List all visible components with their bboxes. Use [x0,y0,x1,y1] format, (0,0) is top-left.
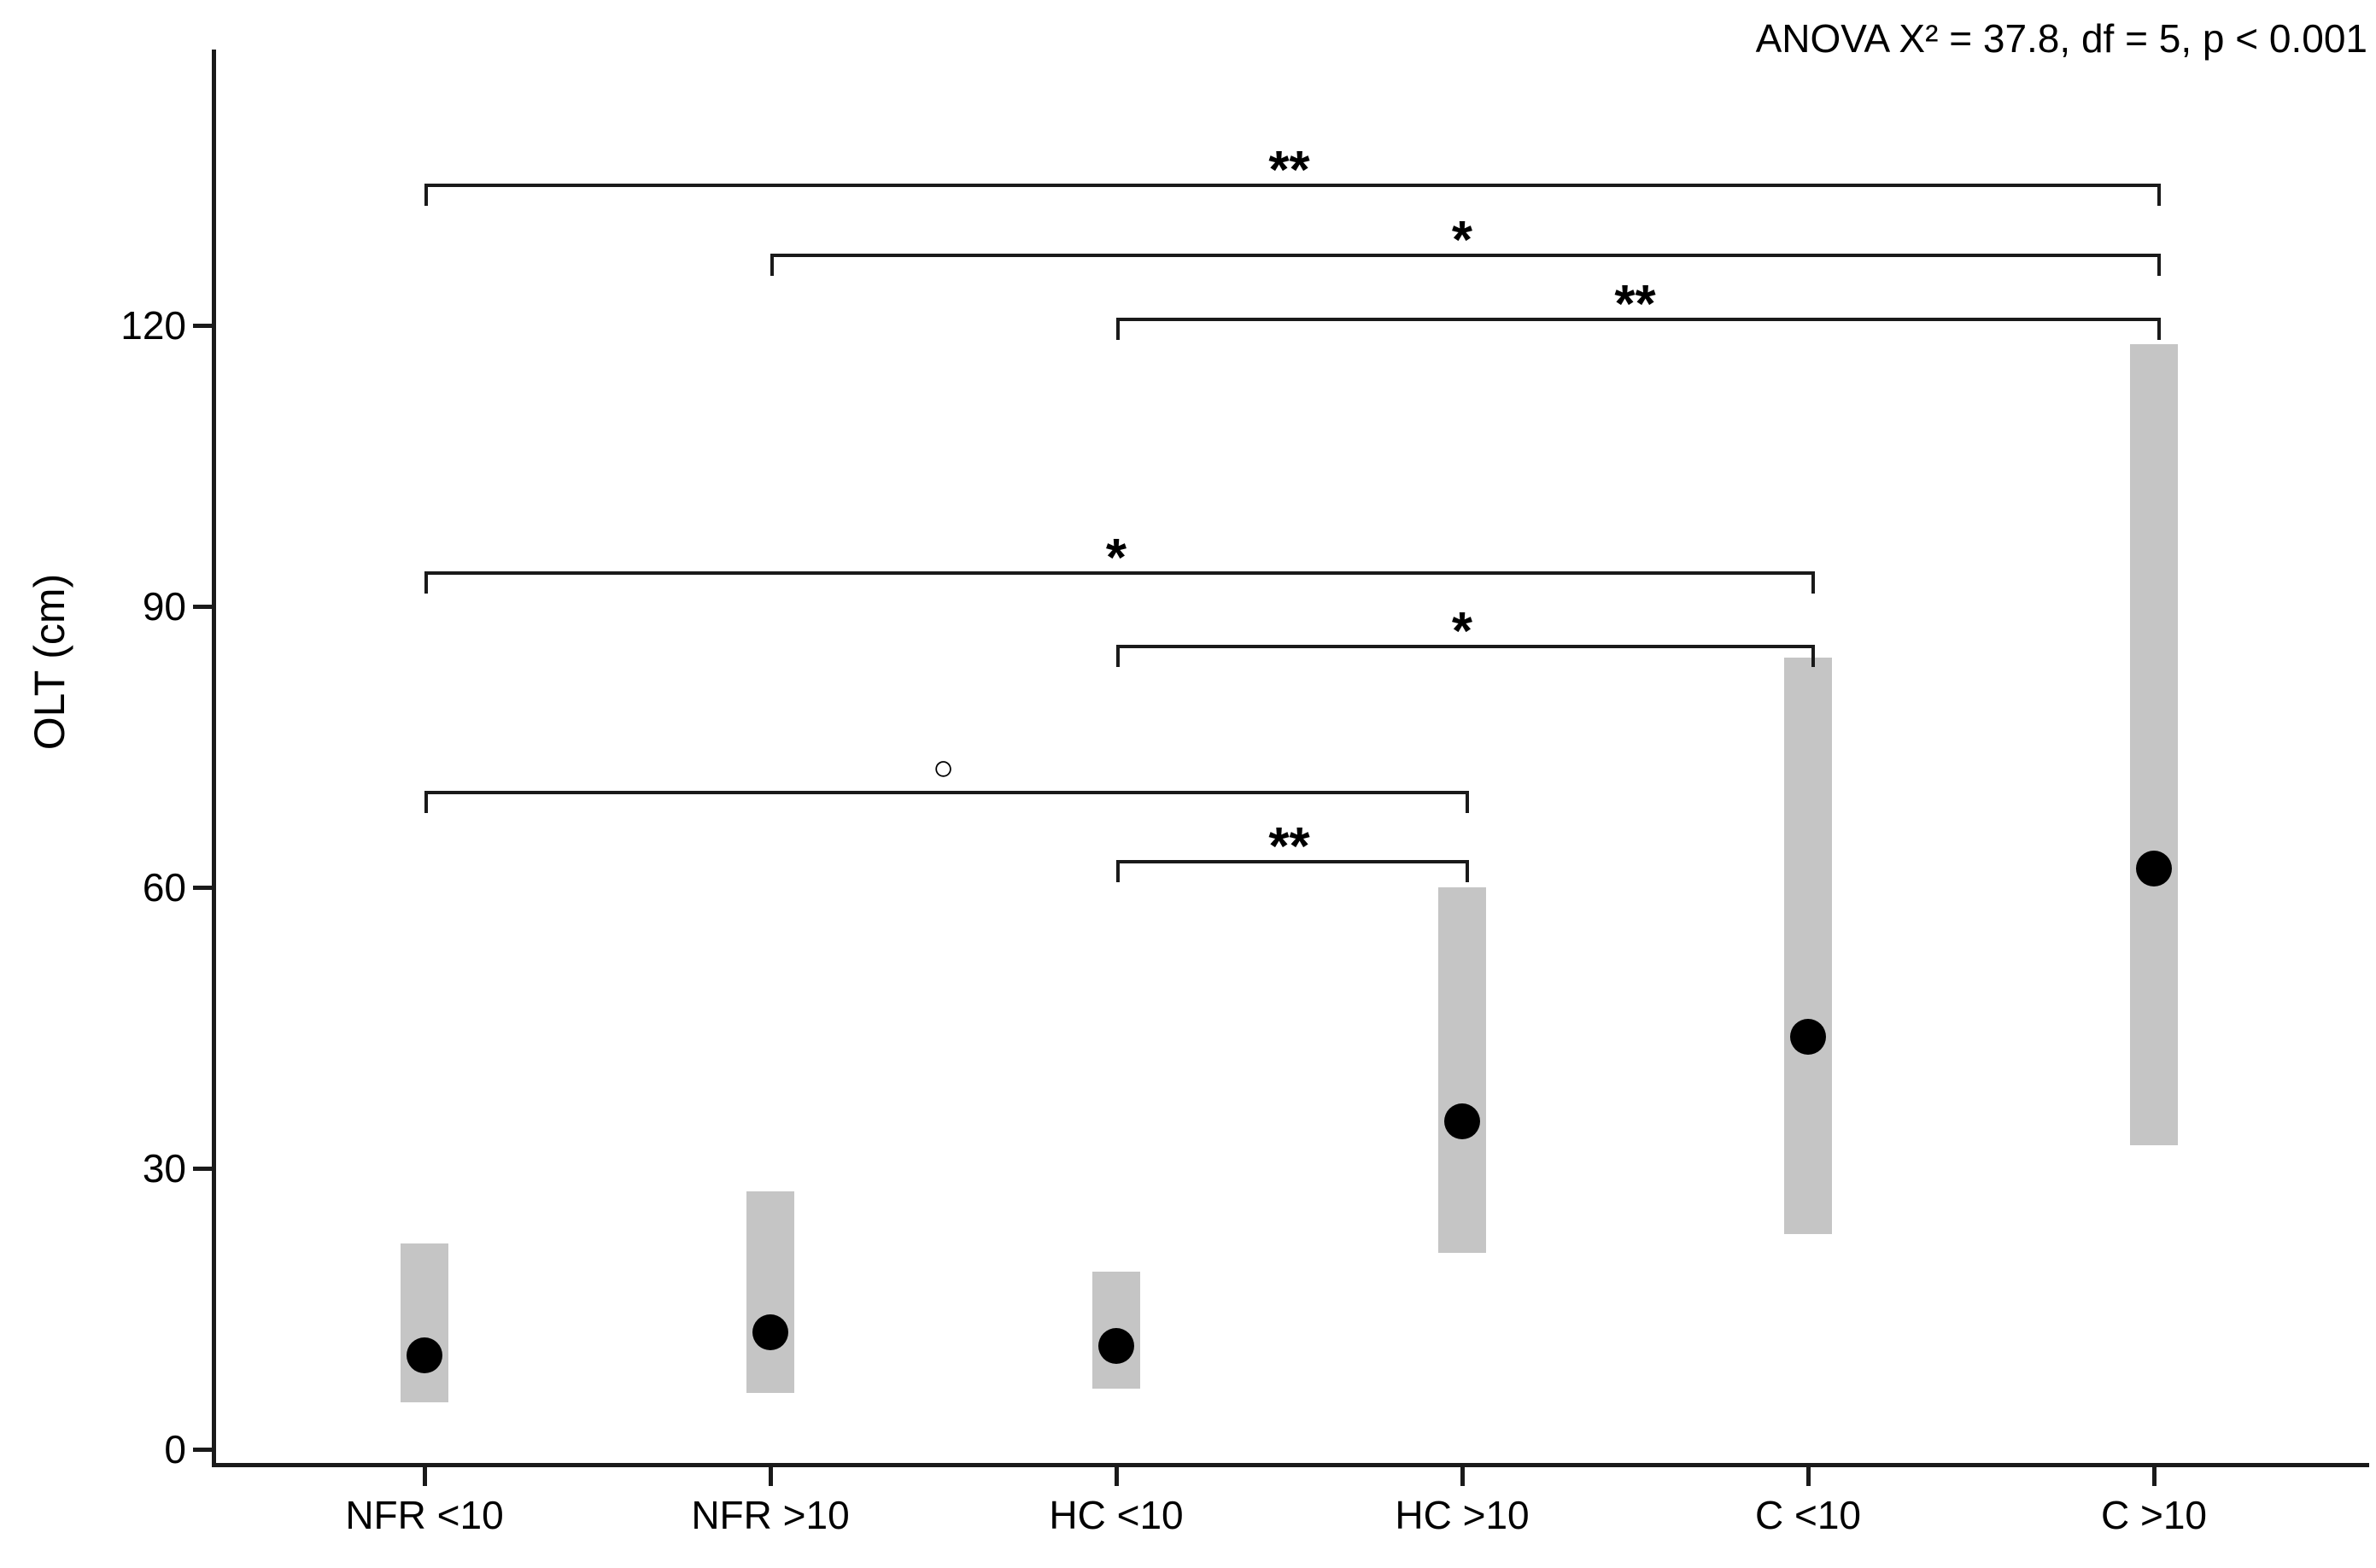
range-bar [1784,658,1832,1234]
bracket-label: ** [1268,141,1310,201]
range-bar [401,1243,448,1403]
median-dot [1098,1328,1134,1365]
y-tick-label: 120 [120,302,186,348]
bracket-label: ** [1614,275,1656,335]
median-dot [1444,1103,1480,1140]
y-tick-label: 60 [142,864,186,910]
significance-bracket [1116,318,2161,341]
bracket-label: * [1105,529,1127,588]
bracket-label: ** [1268,817,1310,877]
x-axis-line [212,1463,2369,1467]
x-tick [423,1467,427,1486]
anova-annotation: ANOVA X² = 37.8, df = 5, p < 0.001 [1755,16,2367,61]
category-label: HC <10 [1049,1493,1184,1537]
x-tick [1460,1467,1465,1486]
category-label: NFR <10 [345,1493,504,1537]
category-label: NFR >10 [691,1493,850,1537]
significance-bracket [424,184,2161,207]
y-tick [193,604,212,609]
median-dot [1790,1019,1826,1056]
category-label: HC >10 [1395,1493,1530,1537]
y-tick-label: 30 [142,1145,186,1191]
x-tick [769,1467,773,1486]
median-dot [752,1313,788,1350]
x-tick [2152,1467,2157,1486]
x-tick [1115,1467,1119,1486]
range-bar [746,1191,794,1394]
range-bar [1438,886,1486,1253]
category-label: C <10 [1754,1493,1862,1537]
significance-bracket [1116,860,1469,883]
significance-bracket [770,253,2161,276]
y-tick [193,1166,212,1171]
significance-bracket [424,791,1469,814]
y-tick [193,323,212,328]
y-tick-label: 0 [164,1427,186,1471]
y-tick [193,1448,212,1452]
x-tick [1806,1467,1811,1486]
significance-bracket [1116,644,1815,667]
bracket-label: * [1451,601,1473,661]
median-dot [2136,851,2172,887]
median-dot [407,1337,442,1374]
bracket-label: ○ [932,747,955,788]
category-label: C >10 [2100,1493,2208,1537]
y-axis-line [212,50,216,1467]
y-tick [193,885,212,890]
y-tick-label: 90 [142,583,186,629]
range-bar [2130,343,2178,1145]
significance-bracket [424,571,1815,594]
bracket-label: * [1451,210,1473,270]
